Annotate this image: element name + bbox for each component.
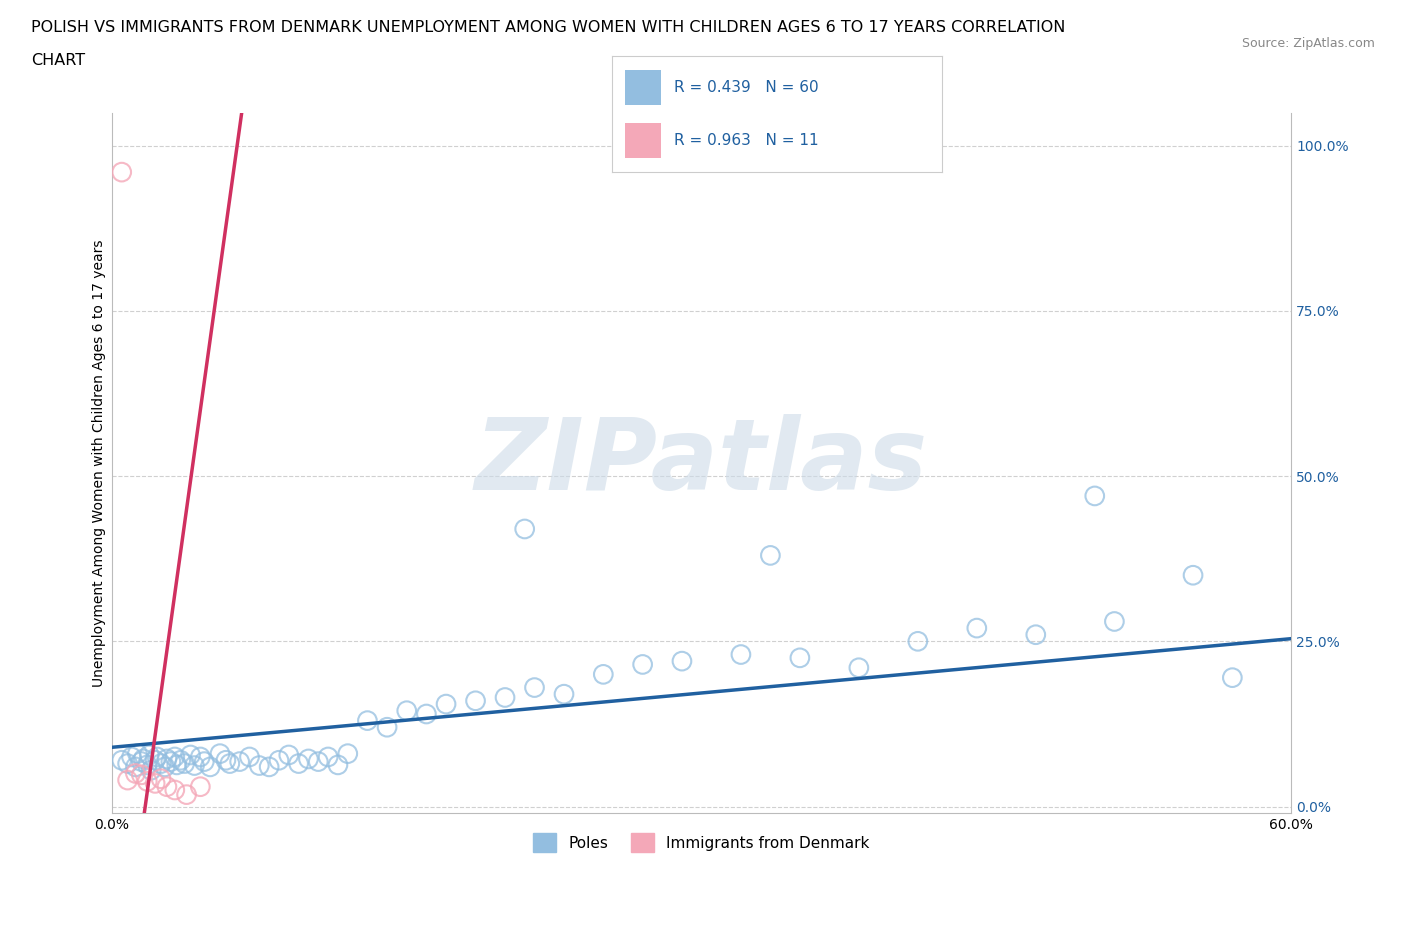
FancyBboxPatch shape [624,70,661,105]
Point [631,657,654,671]
Point [228,754,250,769]
Point [287,756,309,771]
Point [160,754,183,769]
Point [208,746,231,761]
Point [124,766,146,781]
Point [193,754,215,769]
Point [523,680,546,695]
Text: ZIPatlas: ZIPatlas [475,415,928,512]
Point [297,751,319,766]
Point [121,750,143,764]
Point [136,757,159,772]
Point [356,713,378,728]
Point [247,758,270,773]
Point [1104,614,1126,629]
Point [1222,671,1244,685]
Point [146,750,169,764]
Point [117,773,139,788]
Point [176,787,198,802]
Point [170,752,193,767]
Point [434,697,457,711]
Point [143,776,166,790]
Point [671,654,693,669]
Point [789,650,811,665]
Point [395,703,418,718]
Point [117,756,139,771]
Point [131,754,153,769]
Point [131,767,153,782]
Point [173,756,195,771]
Legend: Poles, Immigrants from Denmark: Poles, Immigrants from Denmark [527,827,876,858]
Point [966,620,988,635]
Point [143,752,166,767]
Y-axis label: Unemployment Among Women with Children Ages 6 to 17 years: Unemployment Among Women with Children A… [93,239,107,686]
Point [127,746,149,761]
Point [163,782,186,797]
Text: POLISH VS IMMIGRANTS FROM DENMARK UNEMPLOYMENT AMONG WOMEN WITH CHILDREN AGES 6 : POLISH VS IMMIGRANTS FROM DENMARK UNEMPL… [31,20,1066,35]
Point [375,720,398,735]
Point [188,750,211,764]
Point [553,686,575,701]
Text: R = 0.963   N = 11: R = 0.963 N = 11 [675,133,820,148]
Text: CHART: CHART [31,53,84,68]
Point [156,779,179,794]
Point [1025,627,1047,642]
Point [1182,568,1205,583]
Point [111,752,134,767]
Point [156,751,179,766]
Point [415,707,437,722]
Point [307,754,329,769]
Point [464,694,486,709]
Point [257,760,280,775]
Point [180,748,202,763]
Point [494,690,516,705]
Point [136,774,159,789]
Point [138,748,160,763]
Text: Source: ZipAtlas.com: Source: ZipAtlas.com [1241,37,1375,50]
Point [316,750,339,764]
Point [592,667,614,682]
Text: R = 0.439   N = 60: R = 0.439 N = 60 [675,80,820,95]
Point [277,748,299,763]
Point [166,757,188,772]
Point [215,752,238,767]
Point [848,660,870,675]
Point [183,758,205,773]
Point [907,634,929,649]
Point [1084,488,1107,503]
Point [513,522,536,537]
Point [163,750,186,764]
Point [238,750,260,764]
Point [153,760,176,775]
Point [141,763,163,777]
Point [150,756,173,771]
Point [150,771,173,786]
Point [759,548,782,563]
Point [188,779,211,794]
Point [730,647,752,662]
Point [326,757,349,772]
Point [218,756,240,771]
Point [132,751,155,766]
Point [336,746,359,761]
Point [124,760,146,775]
Point [111,165,134,179]
Point [198,760,221,775]
FancyBboxPatch shape [624,124,661,158]
Point [267,752,290,767]
